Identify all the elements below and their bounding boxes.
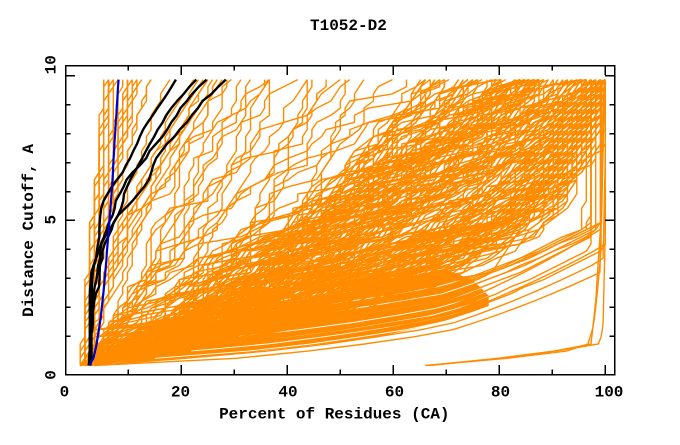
svg-text:Percent of Residues (CA): Percent of Residues (CA) — [219, 406, 449, 424]
svg-text:40: 40 — [278, 383, 297, 401]
svg-text:5: 5 — [42, 215, 60, 225]
svg-text:100: 100 — [595, 383, 624, 401]
svg-text:Distance Cutoff, A: Distance Cutoff, A — [20, 144, 38, 317]
svg-text:10: 10 — [42, 55, 60, 74]
svg-text:0: 0 — [42, 370, 60, 380]
svg-text:20: 20 — [171, 383, 190, 401]
svg-text:80: 80 — [491, 383, 510, 401]
svg-text:60: 60 — [385, 383, 404, 401]
svg-text:T1052-D2: T1052-D2 — [310, 17, 387, 35]
svg-text:0: 0 — [60, 383, 70, 401]
